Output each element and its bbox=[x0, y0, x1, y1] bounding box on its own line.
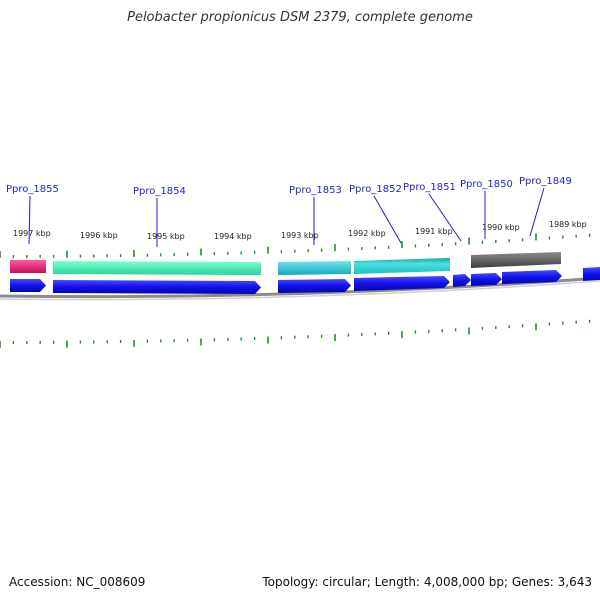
kbp-label: 1997 kbp bbox=[13, 229, 51, 238]
gene-label-ppro-1849[interactable]: Ppro_1849 bbox=[519, 176, 572, 187]
cds-arrow[interactable] bbox=[354, 276, 450, 291]
cds-arrow[interactable] bbox=[278, 279, 351, 293]
cds-arrow[interactable] bbox=[471, 273, 502, 286]
accession-text: Accession: NC_008609 bbox=[9, 575, 146, 589]
label-leader bbox=[28, 195, 31, 245]
tick-row-inner bbox=[0, 319, 591, 348]
kbp-label: 1993 kbp bbox=[281, 231, 319, 240]
gene-labels: Ppro_1855 Ppro_1854 Ppro_1853 Ppro_1852 … bbox=[6, 176, 572, 247]
cds-arrow[interactable] bbox=[583, 267, 600, 281]
feature-ppro-1853[interactable] bbox=[278, 261, 351, 275]
cds-arrow[interactable] bbox=[502, 270, 562, 284]
gene-label-ppro-1850[interactable]: Ppro_1850 bbox=[460, 179, 513, 190]
map-title: Pelobacter propionicus DSM 2379, complet… bbox=[127, 10, 473, 25]
feature-track bbox=[10, 252, 561, 275]
kbp-label: 1990 kbp bbox=[482, 223, 520, 232]
feature-ppro-1854[interactable] bbox=[53, 261, 261, 275]
kbp-label: 1994 kbp bbox=[214, 232, 252, 241]
genome-backbone-shadow bbox=[0, 280, 600, 301]
kbp-labels: 1997 kbp 1996 kbp 1995 kbp 1994 kbp 1993… bbox=[13, 220, 587, 241]
cds-track bbox=[10, 267, 600, 294]
genome-backbone bbox=[0, 276, 600, 299]
label-leader bbox=[428, 193, 462, 242]
tick-row-outer bbox=[0, 233, 591, 258]
gene-label-ppro-1854[interactable]: Ppro_1854 bbox=[133, 186, 186, 197]
kbp-label: 1991 kbp bbox=[415, 227, 453, 236]
gene-label-ppro-1853[interactable]: Ppro_1853 bbox=[289, 185, 342, 196]
cds-arrow[interactable] bbox=[453, 274, 471, 287]
kbp-label: 1989 kbp bbox=[549, 220, 587, 229]
label-leader bbox=[529, 187, 545, 237]
cds-arrow[interactable] bbox=[53, 280, 261, 294]
feature-ppro-1852[interactable] bbox=[354, 258, 450, 274]
label-leader bbox=[373, 195, 402, 244]
gene-label-ppro-1852[interactable]: Ppro_1852 bbox=[349, 184, 402, 195]
kbp-label: 1995 kbp bbox=[147, 232, 185, 241]
cds-arrow[interactable] bbox=[10, 279, 46, 292]
gene-label-ppro-1851[interactable]: Ppro_1851 bbox=[403, 182, 456, 193]
kbp-label: 1996 kbp bbox=[80, 231, 118, 240]
feature-ppro-1849[interactable] bbox=[471, 252, 561, 268]
kbp-label: 1992 kbp bbox=[348, 229, 386, 238]
gene-label-ppro-1855[interactable]: Ppro_1855 bbox=[6, 184, 59, 195]
feature-ppro-1855[interactable] bbox=[10, 260, 46, 273]
summary-text: Topology: circular; Length: 4,008,000 bp… bbox=[262, 575, 592, 589]
